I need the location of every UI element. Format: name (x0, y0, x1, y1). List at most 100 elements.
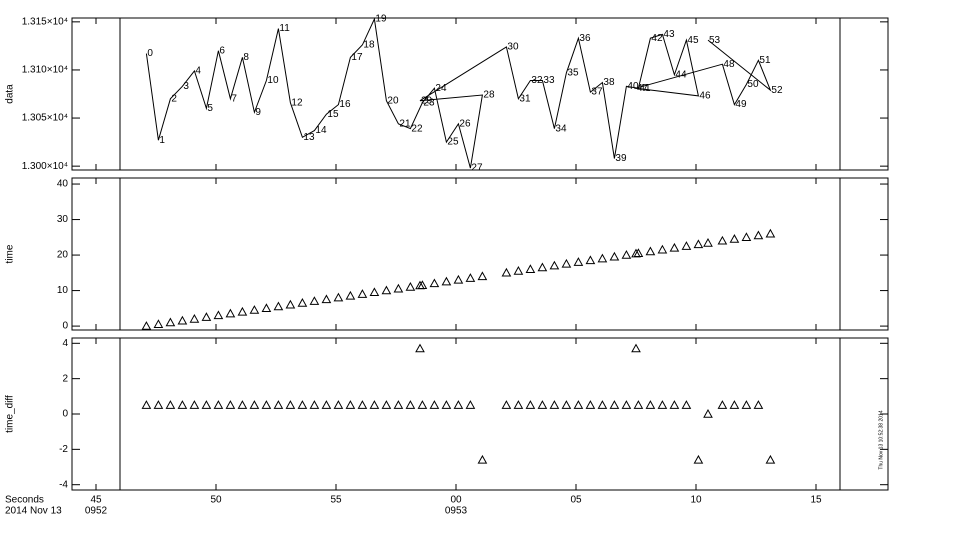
point-label: 8 (243, 52, 249, 63)
triangle-marker (537, 400, 548, 409)
triangle-marker (381, 285, 392, 295)
triangle-marker (765, 228, 776, 238)
triangle-marker (141, 321, 152, 330)
triangle-marker (429, 278, 440, 288)
point-label: 34 (555, 123, 567, 134)
x-tick-label: 50 (210, 495, 222, 506)
triangle-marker (369, 287, 380, 297)
point-label: 29 (421, 95, 433, 106)
point-label: 17 (351, 52, 363, 63)
triangle-marker (729, 400, 740, 409)
triangle-marker (321, 400, 332, 409)
point-label: 31 (519, 93, 531, 104)
triangle-marker (153, 400, 164, 409)
y-tick-label: 1.305×10⁴ (22, 113, 68, 124)
point-label: 45 (687, 35, 699, 46)
point-label: 24 (435, 83, 447, 94)
x-tick-label: 45 (90, 495, 102, 506)
y-tick-label: 10 (57, 285, 69, 296)
triangle-marker (693, 454, 704, 464)
point-label: 51 (759, 55, 771, 66)
triangle-marker (297, 297, 308, 307)
y-tick-label: 0 (62, 321, 68, 332)
triangle-marker (549, 260, 560, 270)
x-tick-label: 55 (330, 495, 342, 506)
point-label: 4 (195, 66, 201, 77)
triangle-marker (357, 400, 368, 409)
triangle-marker (201, 312, 212, 321)
point-label: 46 (699, 91, 711, 102)
timestamp: Thu Nov 13 10:52:38 2014 (878, 410, 884, 469)
triangle-marker (609, 400, 620, 409)
triangle-marker (765, 454, 776, 464)
triangle-marker (657, 244, 668, 254)
triangle-marker (273, 301, 284, 311)
y-tick-label: 0 (62, 409, 68, 420)
triangle-marker (717, 235, 728, 245)
triangle-marker (525, 400, 536, 409)
triangle-marker (393, 283, 404, 293)
point-label: 1 (159, 135, 165, 146)
triangle-marker (669, 400, 680, 409)
triangle-marker (501, 400, 512, 409)
triangle-marker (453, 274, 464, 284)
point-label: 40 (627, 81, 639, 92)
point-label: 47 (637, 83, 649, 94)
triangle-marker (753, 230, 764, 240)
triangle-marker (309, 400, 320, 409)
triangle-marker (333, 400, 344, 409)
y-axis-title: time_diff (5, 395, 16, 433)
point-label: 15 (327, 109, 339, 120)
triangle-marker (693, 239, 704, 249)
y-tick-label: 2 (62, 373, 68, 384)
triangle-marker (225, 400, 236, 409)
triangle-marker (621, 400, 632, 409)
point-label: 39 (615, 153, 627, 164)
x-tick-label: 05 (570, 495, 582, 506)
point-label: 25 (447, 137, 459, 148)
point-label: 6 (219, 45, 225, 56)
triangle-marker (549, 400, 560, 409)
triangle-marker (415, 343, 425, 353)
triangle-marker (477, 271, 488, 281)
triangle-marker (477, 454, 488, 464)
point-label: 36 (579, 33, 591, 44)
point-label: 18 (363, 40, 375, 51)
triangle-marker (213, 310, 224, 320)
point-label: 3 (183, 81, 189, 92)
triangle-marker (513, 400, 524, 409)
point-label: 53 (709, 35, 721, 46)
triangle-marker (645, 400, 656, 409)
triangle-marker (153, 319, 164, 329)
triangle-marker (585, 255, 596, 265)
triangle-marker (631, 248, 641, 258)
data-line (145, 17, 772, 169)
triangle-marker (501, 267, 512, 277)
triangle-marker (177, 400, 188, 409)
triangle-marker (201, 400, 212, 409)
point-label: 5 (207, 103, 213, 114)
hour-label: 0952 (85, 506, 108, 517)
triangle-marker (561, 258, 572, 268)
triangle-marker (681, 241, 692, 250)
date-label: 2014 Nov 13 (5, 506, 62, 517)
point-label: 38 (603, 77, 615, 88)
triangle-marker (345, 400, 356, 409)
triangle-marker (249, 305, 260, 314)
point-label: 44 (675, 69, 687, 80)
point-label: 23 (423, 97, 435, 108)
point-label: 35 (567, 67, 579, 78)
triangle-marker (537, 262, 548, 272)
triangle-marker (345, 290, 356, 300)
y-axis-title: data (5, 84, 16, 104)
triangle-marker (573, 257, 584, 266)
point-label: 28 (483, 90, 495, 101)
triangle-marker (189, 313, 200, 323)
point-label: 11 (279, 23, 290, 34)
triangle-marker (165, 317, 176, 327)
x-tick-label: 00 (450, 495, 462, 506)
triangle-marker (729, 234, 740, 243)
triangle-marker (465, 400, 476, 409)
